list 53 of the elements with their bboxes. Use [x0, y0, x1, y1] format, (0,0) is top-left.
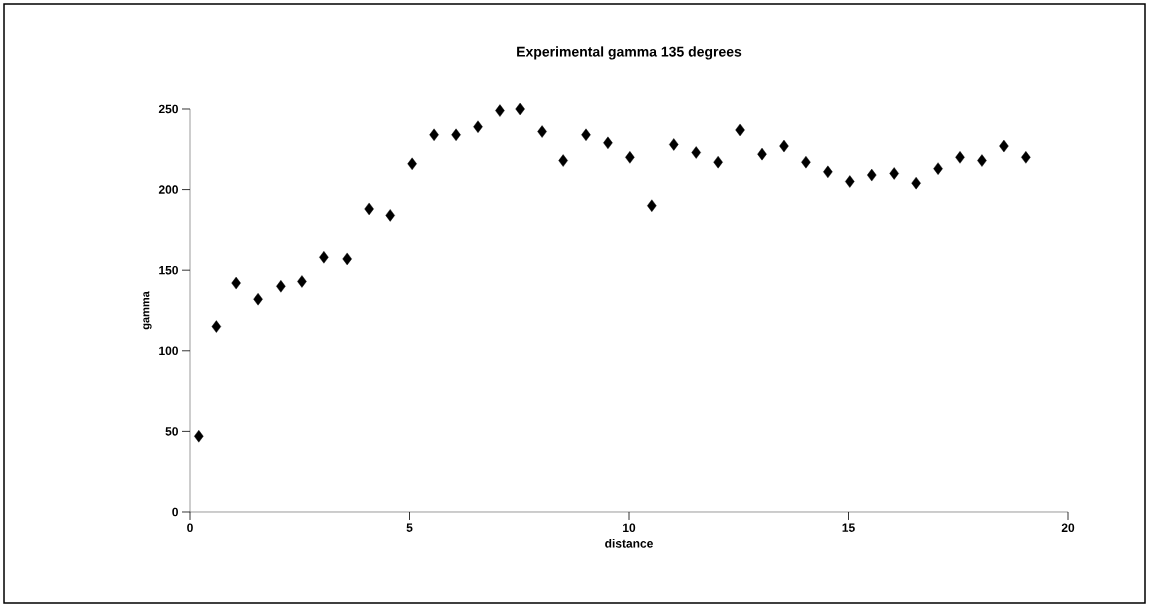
point — [669, 138, 679, 151]
point — [515, 102, 525, 116]
point — [253, 293, 263, 306]
point — [955, 151, 965, 164]
point — [537, 125, 547, 138]
point — [407, 157, 417, 170]
y-tick-label: 150 — [159, 265, 178, 275]
point — [625, 151, 635, 164]
point — [691, 146, 701, 159]
point — [211, 320, 222, 333]
point — [558, 154, 568, 167]
chart-title: Experimental gamma 135 degrees — [517, 46, 742, 60]
y-tick-label: 50 — [165, 427, 178, 436]
x-tick-label: 0 — [187, 523, 193, 533]
y-axis-title: gamma — [143, 291, 152, 330]
point — [495, 104, 505, 117]
point — [757, 147, 767, 161]
point — [889, 167, 899, 180]
x-tick-label: 5 — [406, 523, 413, 532]
y-tick-label: 0 — [172, 507, 178, 517]
point — [713, 155, 723, 169]
point — [429, 128, 439, 141]
point — [867, 168, 877, 182]
x-tick-label: 15 — [842, 523, 855, 532]
point — [647, 199, 657, 212]
point — [451, 128, 461, 141]
x-axis-title: distance — [605, 538, 653, 548]
point — [911, 176, 921, 190]
point — [297, 275, 307, 288]
point — [779, 139, 789, 153]
point — [823, 165, 833, 179]
x-tick-label: 10 — [623, 523, 636, 533]
point — [473, 120, 483, 133]
point — [364, 202, 374, 216]
point — [845, 175, 855, 188]
point — [276, 280, 286, 293]
point — [735, 123, 745, 137]
point — [385, 209, 395, 222]
point — [933, 162, 943, 175]
point — [603, 136, 613, 150]
x-tick-label: 20 — [1061, 523, 1075, 533]
point — [1021, 151, 1031, 164]
point — [342, 252, 352, 266]
y-tick-label: 200 — [158, 185, 178, 194]
y-tick-label: 100 — [159, 346, 178, 356]
point — [319, 251, 329, 264]
point — [999, 139, 1009, 153]
point — [231, 276, 241, 290]
point — [581, 128, 591, 141]
point — [977, 154, 987, 167]
point — [194, 430, 204, 443]
y-tick-label: 250 — [158, 104, 178, 114]
point — [801, 155, 811, 169]
